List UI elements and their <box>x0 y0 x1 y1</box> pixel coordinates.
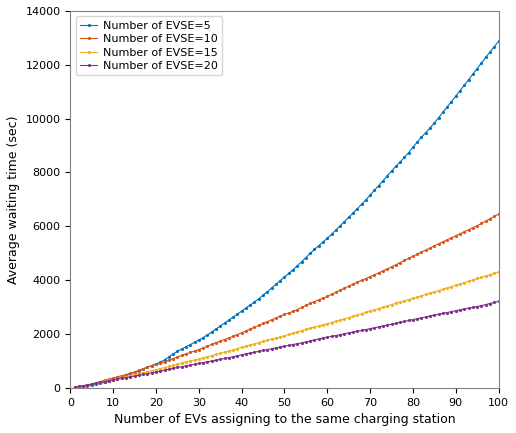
Number of EVSE=5 <box>324 236 330 241</box>
Number of EVSE=5 <box>170 351 176 356</box>
Line: Number of EVSE=5: Number of EVSE=5 <box>73 39 501 389</box>
Number of EVSE=5 <box>461 83 467 88</box>
Line: Number of EVSE=10: Number of EVSE=10 <box>73 212 501 389</box>
Number of EVSE=20 <box>495 299 502 304</box>
Number of EVSE=15 <box>153 367 159 372</box>
Number of EVSE=5 <box>290 267 296 272</box>
Number of EVSE=20 <box>290 342 296 347</box>
Number of EVSE=15 <box>324 321 330 326</box>
Legend: Number of EVSE=5, Number of EVSE=10, Number of EVSE=15, Number of EVSE=20: Number of EVSE=5, Number of EVSE=10, Num… <box>76 16 222 75</box>
Number of EVSE=20 <box>72 385 78 390</box>
Number of EVSE=10 <box>170 356 176 361</box>
Number of EVSE=15 <box>461 280 467 285</box>
Line: Number of EVSE=15: Number of EVSE=15 <box>73 270 501 389</box>
Number of EVSE=15 <box>495 269 502 275</box>
Number of EVSE=5 <box>153 362 159 367</box>
Number of EVSE=10 <box>153 362 159 367</box>
Number of EVSE=10 <box>495 211 502 216</box>
Number of EVSE=20 <box>153 369 159 375</box>
Number of EVSE=15 <box>72 385 78 390</box>
Number of EVSE=10 <box>461 229 467 234</box>
Number of EVSE=20 <box>474 304 480 309</box>
X-axis label: Number of EVs assigning to the same charging station: Number of EVs assigning to the same char… <box>114 413 455 426</box>
Number of EVSE=5 <box>72 385 78 390</box>
Y-axis label: Average waiting time (sec): Average waiting time (sec) <box>7 115 20 284</box>
Number of EVSE=10 <box>72 385 78 390</box>
Number of EVSE=15 <box>474 276 480 281</box>
Number of EVSE=5 <box>495 39 502 44</box>
Number of EVSE=20 <box>324 335 330 340</box>
Line: Number of EVSE=20: Number of EVSE=20 <box>73 300 501 389</box>
Number of EVSE=10 <box>290 309 296 314</box>
Number of EVSE=20 <box>461 307 467 312</box>
Number of EVSE=10 <box>474 223 480 228</box>
Number of EVSE=15 <box>290 330 296 336</box>
Number of EVSE=15 <box>170 363 176 368</box>
Number of EVSE=10 <box>324 294 330 299</box>
Number of EVSE=20 <box>170 366 176 371</box>
Number of EVSE=5 <box>474 66 480 71</box>
